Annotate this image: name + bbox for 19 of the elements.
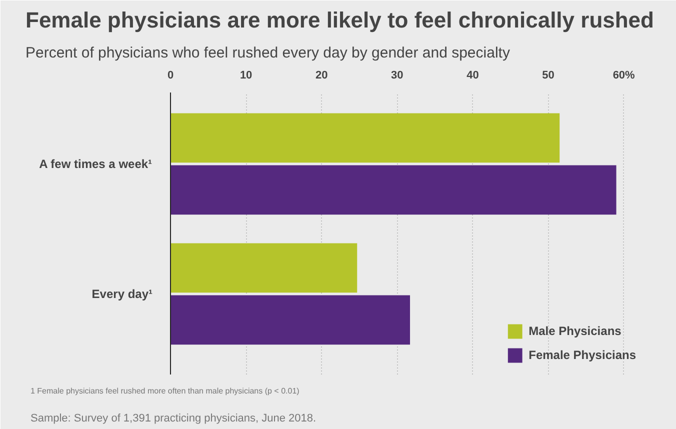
y-tick-label: A few times a week¹ [39, 156, 152, 171]
y-tick-label: Every day¹ [92, 286, 153, 301]
text: Sample: Survey of 1,391 practicing physicians, June 2018. [30, 412, 316, 424]
bar [170, 295, 410, 345]
text: 1 Female physicians feel rushed more often than male physicians (p < 0.01) [30, 386, 300, 396]
x-tick-label: 20 [315, 70, 328, 82]
bar [170, 113, 560, 163]
legend-label: Female Physicians [528, 348, 636, 362]
x-tick-label: 0 [167, 70, 174, 82]
x-tick-label: 50 [542, 70, 554, 82]
bar [170, 165, 616, 215]
x-tick-label: 10 [240, 70, 252, 82]
x-tick-label: 40 [466, 70, 479, 82]
x-tick-label: 30 [391, 70, 404, 82]
chart-title: Female physicians are more likely to feel chronically rushed [26, 8, 654, 32]
x-tick-label: 60% [612, 70, 636, 82]
legend-label: Male Physicians [528, 324, 622, 338]
bar [170, 243, 358, 293]
chart-subtitle: Percent of physicians who feel rushed every day by gender and specialty [26, 44, 510, 62]
